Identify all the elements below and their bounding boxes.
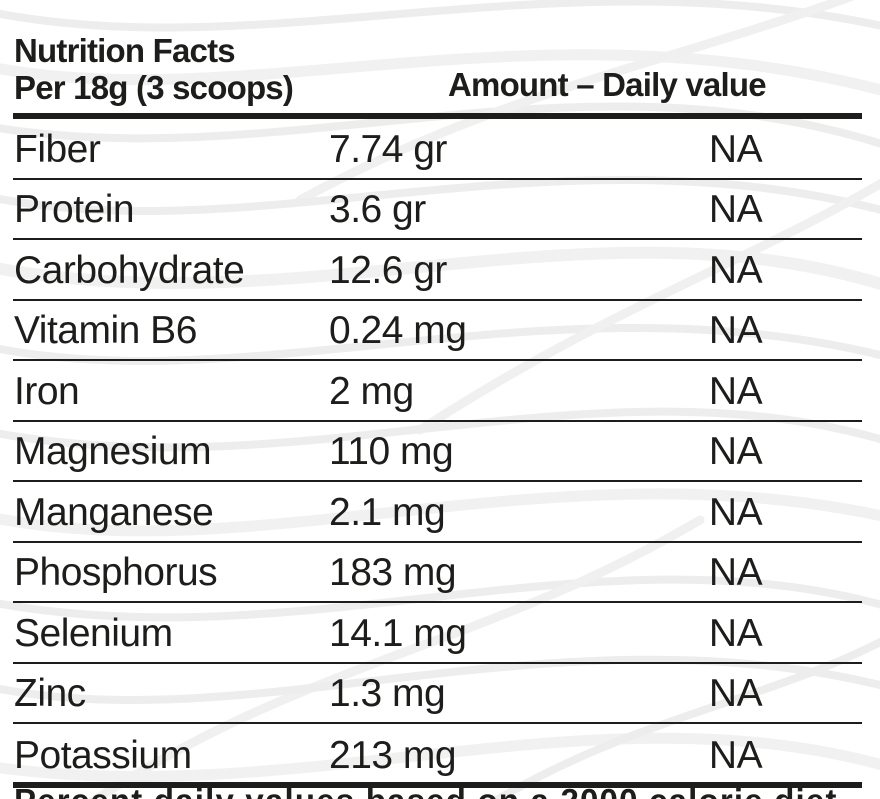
table-row: Protein 3.6 gr NA (13, 180, 862, 240)
nutrient-amount: 0.24 mg (329, 309, 467, 353)
header-block: Nutrition Facts Per 18g (3 scoops) (14, 32, 294, 106)
footer-note: Percent daily values based on a 2000 cal… (14, 784, 874, 799)
daily-value: NA (708, 248, 763, 292)
nutrient-name: Protein (14, 188, 135, 232)
nutrient-name: Potassium (14, 733, 192, 777)
nutrient-name: Carbohydrate (14, 248, 245, 292)
table-row: Potassium 213 mg NA (13, 724, 862, 785)
nutrient-name: Selenium (14, 611, 173, 655)
nutrient-name: Iron (14, 369, 80, 413)
nutrient-amount: 14.1 mg (329, 611, 467, 655)
nutrient-amount: 110 mg (329, 430, 454, 474)
nutrient-name: Manganese (14, 490, 214, 534)
daily-value: NA (708, 672, 763, 716)
nutrient-amount: 2 mg (329, 369, 414, 413)
table-row: Phosphorus 183 mg NA (13, 543, 862, 603)
daily-value: NA (708, 127, 763, 171)
table-row: Selenium 14.1 mg NA (13, 603, 862, 664)
table-row: Vitamin B6 0.24 mg NA (13, 301, 862, 361)
footer-rule (13, 782, 862, 788)
amount-daily-value-header: Amount – Daily value (448, 66, 767, 103)
nutrition-table: Fiber 7.74 gr NA Protein 3.6 gr NA Carbo… (13, 119, 862, 785)
table-row: Fiber 7.74 gr NA (13, 119, 862, 180)
daily-value: NA (708, 430, 763, 474)
nutrient-amount: 2.1 mg (329, 490, 446, 534)
daily-value: NA (708, 490, 763, 534)
daily-value: NA (708, 733, 763, 777)
nutrient-amount: 1.3 mg (329, 672, 446, 716)
nutrient-name: Fiber (14, 127, 101, 171)
serving-size: Per 18g (3 scoops) (14, 69, 294, 106)
nutrient-name: Vitamin B6 (14, 309, 197, 353)
nutrient-amount: 12.6 gr (329, 248, 447, 292)
daily-value: NA (708, 309, 763, 353)
header-rule (13, 113, 862, 119)
daily-value: NA (708, 551, 763, 595)
panel-title: Nutrition Facts (14, 32, 236, 69)
nutrient-amount: 3.6 gr (329, 188, 426, 232)
nutrient-name: Phosphorus (14, 551, 218, 595)
nutrient-amount: 213 mg (329, 733, 457, 777)
nutrient-amount: 7.74 gr (329, 127, 447, 171)
nutrient-amount: 183 mg (329, 551, 457, 595)
table-row: Carbohydrate 12.6 gr NA (13, 240, 862, 301)
nutrient-name: Magnesium (14, 430, 212, 474)
table-row: Magnesium 110 mg NA (13, 422, 862, 482)
table-row: Manganese 2.1 mg NA (13, 482, 862, 543)
daily-value: NA (708, 611, 763, 655)
nutrient-name: Zinc (14, 672, 86, 716)
daily-value: NA (708, 188, 763, 232)
table-row: Iron 2 mg NA (13, 361, 862, 422)
daily-value: NA (708, 369, 763, 413)
table-row: Zinc 1.3 mg NA (13, 664, 862, 724)
